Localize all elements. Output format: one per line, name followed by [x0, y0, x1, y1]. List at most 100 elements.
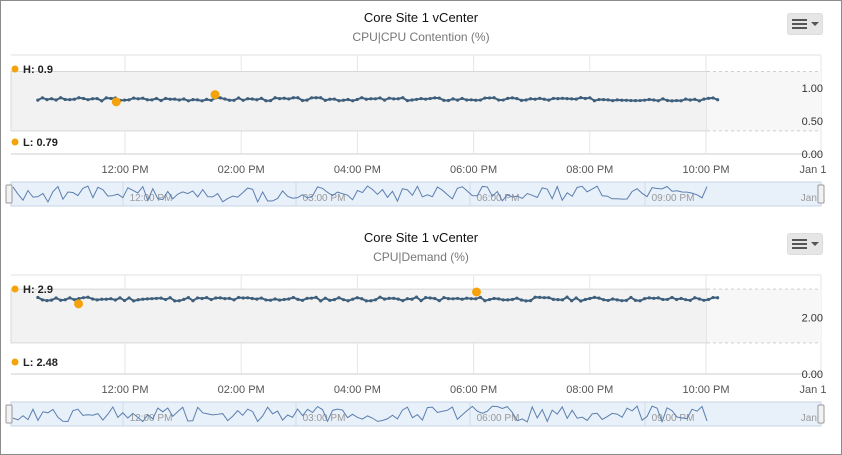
data-point: [583, 96, 587, 101]
navigator-left-handle[interactable]: [5, 404, 13, 424]
data-point: [241, 98, 245, 102]
data-point: [702, 298, 706, 302]
data-point: [428, 96, 432, 101]
high-marker-icon: [11, 65, 19, 73]
y-axis-labels: 1.00 0.50 0.00: [802, 83, 823, 161]
data-point: [104, 297, 108, 301]
data-point: [716, 98, 720, 102]
high-label: H: 0.9: [23, 64, 53, 76]
chart-menu-button[interactable]: [787, 13, 823, 35]
data-point: [570, 299, 574, 303]
chevron-down-icon: [811, 22, 819, 26]
data-point: [674, 297, 679, 302]
data-point: [451, 297, 455, 301]
data-point: [620, 299, 624, 303]
data-point: [328, 97, 332, 101]
data-point: [478, 295, 482, 299]
data-point: [515, 296, 519, 300]
data-point: [611, 98, 615, 103]
data-point: [524, 98, 528, 102]
data-point: [437, 299, 441, 303]
navigator-tick-label: 09:00 PM: [652, 193, 695, 204]
data-point: [72, 97, 76, 101]
data-point: [528, 97, 533, 101]
data-point: [205, 97, 209, 101]
data-point: [547, 296, 551, 300]
data-point: [191, 299, 195, 303]
data-point: [341, 98, 346, 102]
data-point: [424, 97, 428, 101]
data-point: [173, 299, 177, 303]
data-point: [551, 96, 555, 101]
data-point: [378, 295, 382, 299]
data-point: [661, 297, 665, 302]
high-point-marker[interactable]: [210, 90, 220, 100]
data-point: [291, 295, 295, 300]
navigator-right-handle[interactable]: [817, 404, 825, 424]
data-point: [159, 296, 163, 300]
low-point-marker[interactable]: [111, 97, 121, 107]
chart-menu-button[interactable]: [787, 233, 823, 255]
data-point: [232, 98, 236, 102]
data-point: [109, 96, 113, 101]
data-point: [360, 96, 364, 100]
x-tick-label: 10:00 PM: [682, 384, 729, 396]
y-tick-label: 0.50: [802, 116, 823, 128]
data-point: [401, 96, 405, 100]
chart-panel-2: Core Site 1 vCenter CPU|Demand (%) 2.00 0…: [1, 221, 841, 441]
data-point: [351, 99, 355, 103]
data-point: [373, 298, 378, 302]
data-point: [606, 298, 610, 303]
data-point: [684, 298, 688, 302]
high-label: H: 2.9: [23, 284, 53, 296]
chart-subtitle: CPU|CPU Contention (%): [352, 30, 490, 44]
data-point: [360, 297, 364, 301]
data-point: [154, 96, 159, 101]
data-point: [688, 98, 692, 102]
data-point: [346, 97, 350, 102]
data-point: [711, 295, 715, 300]
navigator-right-handle[interactable]: [817, 184, 825, 204]
data-point: [236, 96, 241, 100]
data-point: [547, 98, 551, 102]
chart-plot: 1.00 0.50 0.00 12:00 PM 02:00 PM 04:00 PM 06:…: [5, 54, 826, 207]
data-point: [72, 298, 76, 302]
data-point: [154, 296, 159, 301]
data-point: [570, 97, 574, 101]
x-axis-labels: 12:00 PM 02:00 PM 04:00 PM 06:00 PM 08:00 PM…: [101, 384, 826, 396]
data-point: [268, 99, 273, 103]
x-tick-label: 08:00 PM: [566, 384, 613, 396]
chart-subtitle: CPU|Demand (%): [373, 250, 469, 264]
data-point: [255, 98, 259, 102]
data-point: [168, 296, 172, 300]
data-point: [300, 298, 305, 302]
high-point-marker[interactable]: [472, 287, 482, 297]
low-point-marker[interactable]: [74, 299, 84, 309]
navigator-left-handle[interactable]: [5, 184, 13, 204]
navigator[interactable]: 12:00 PM 03:00 PM 06:00 PM 09:00 PM Jan 1: [5, 401, 826, 427]
data-point: [200, 99, 204, 103]
data-point: [163, 96, 168, 101]
y-tick-label: 1.00: [802, 83, 823, 95]
data-point: [684, 97, 688, 101]
data-point: [401, 299, 405, 303]
data-point: [95, 298, 99, 302]
data-point: [36, 295, 40, 300]
navigator-series: [12, 185, 708, 204]
forecast-band: [707, 289, 821, 343]
data-point: [583, 297, 587, 302]
data-point: [68, 98, 72, 102]
navigator[interactable]: 12:00 PM 03:00 PM 06:00 PM 09:00 PM Jan 1: [5, 181, 826, 207]
data-point: [519, 298, 524, 302]
data-point: [127, 98, 131, 102]
data-point: [186, 295, 191, 300]
data-point: [615, 298, 619, 302]
data-point: [214, 296, 218, 300]
data-point: [474, 98, 478, 102]
data-point: [305, 98, 309, 102]
data-point: [141, 96, 145, 100]
data-point: [515, 96, 519, 101]
data-point: [510, 96, 514, 100]
data-point: [177, 299, 181, 303]
